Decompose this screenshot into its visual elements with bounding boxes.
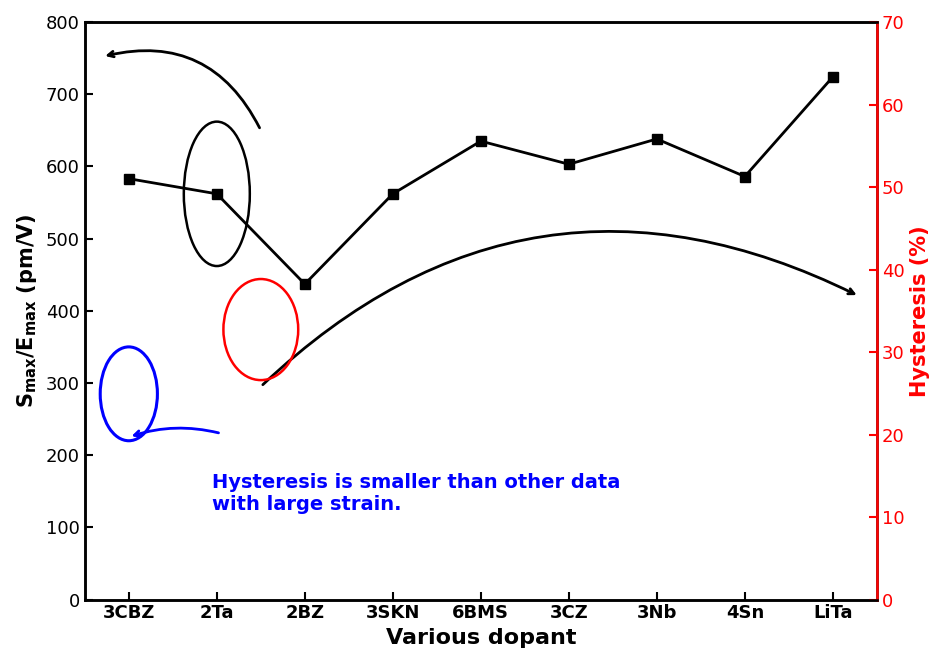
X-axis label: Various dopant: Various dopant <box>385 628 576 648</box>
Y-axis label: Hysteresis (%): Hysteresis (%) <box>909 225 929 396</box>
Y-axis label: $\mathbf{S_{max}/E_{max}}$ (pm/V): $\mathbf{S_{max}/E_{max}}$ (pm/V) <box>15 213 39 408</box>
Text: Hysteresis is smaller than other data
with large strain.: Hysteresis is smaller than other data wi… <box>212 473 620 514</box>
